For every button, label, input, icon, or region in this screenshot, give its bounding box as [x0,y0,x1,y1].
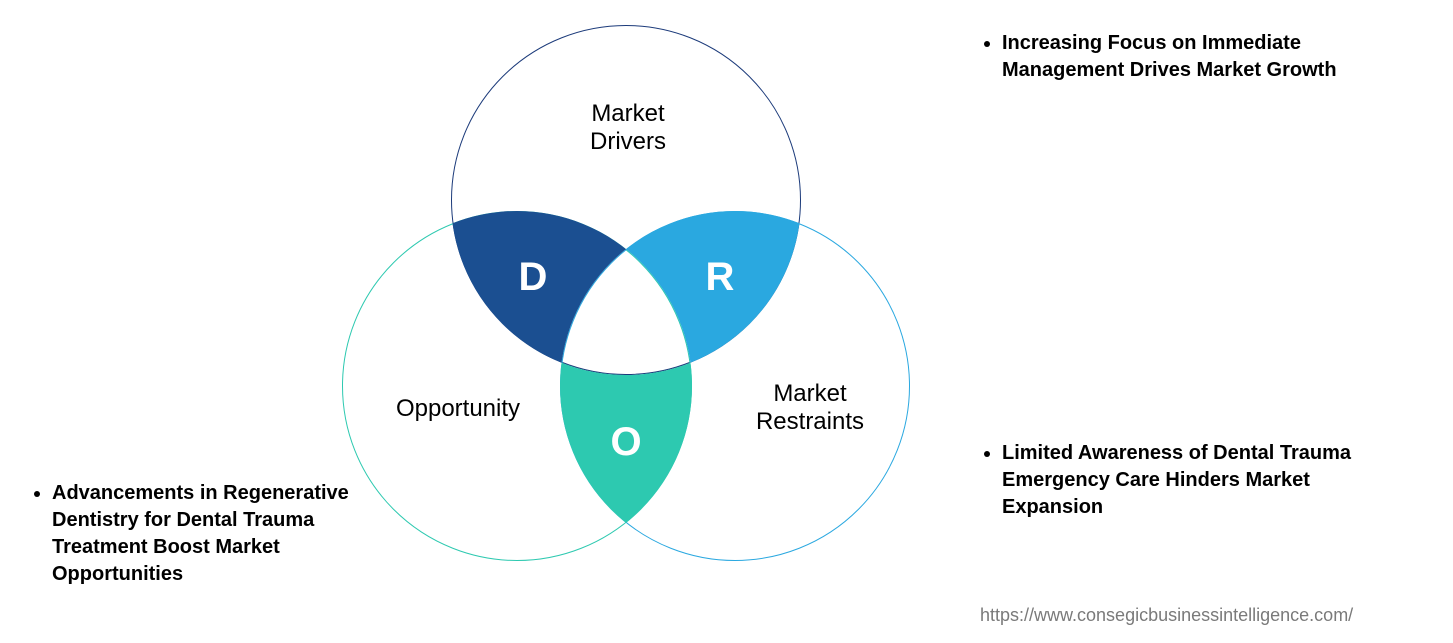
bullet-opportunity-text: Advancements in Regenerative Dentistry f… [52,480,390,588]
label-drivers-line1: Market [591,100,664,127]
bullet-opportunity: Advancements in Regenerative Dentistry f… [30,480,390,588]
label-drivers: Market Drivers [568,100,688,155]
bullet-restraints-text: Limited Awareness of Dental Trauma Emerg… [1002,440,1410,521]
bullet-drivers-text: Increasing Focus on Immediate Management… [1002,30,1410,84]
label-drivers-line2: Drivers [590,128,666,155]
label-restraints: Market Restraints [740,380,880,435]
bullet-restraints: Limited Awareness of Dental Trauma Emerg… [980,440,1410,521]
footer-url: https://www.consegicbusinessintelligence… [980,605,1353,626]
label-restraints-line2: Restraints [756,408,864,435]
bullet-drivers: Increasing Focus on Immediate Management… [980,30,1410,84]
label-opportunity: Opportunity [378,395,538,423]
label-restraints-line1: Market [773,380,846,407]
label-opportunity-text: Opportunity [396,395,520,422]
diagram-canvas: Increasing Focus on Immediate Management… [0,0,1453,643]
